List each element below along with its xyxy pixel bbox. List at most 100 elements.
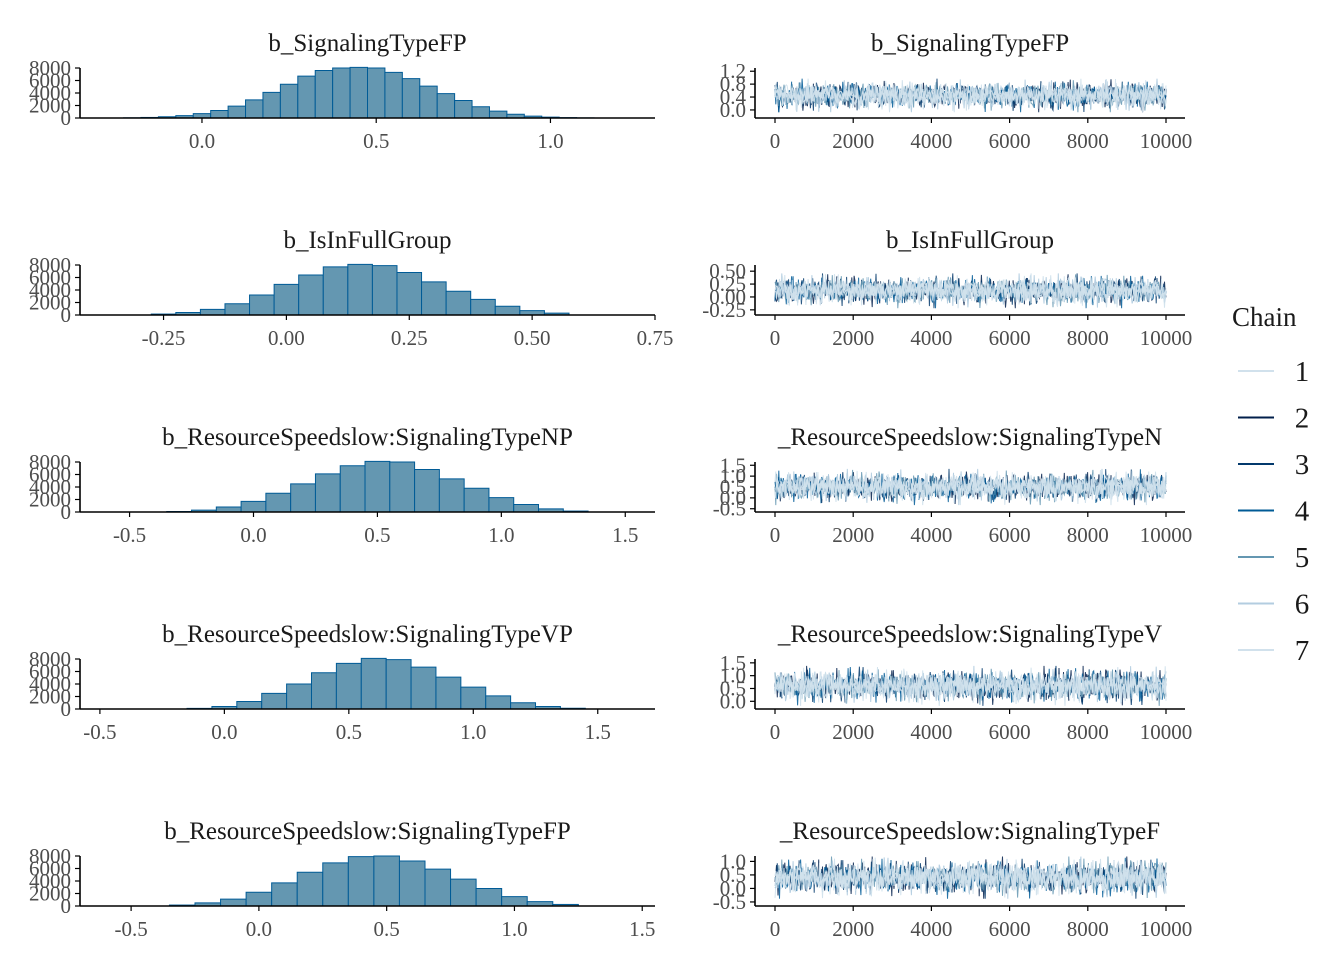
histogram-bar: [245, 891, 273, 907]
y-tick-label: 1.0: [720, 664, 746, 688]
x-tick-label: 6000: [989, 129, 1031, 153]
y-tick-label: 6000: [29, 69, 71, 93]
histogram-bar: [273, 283, 300, 316]
histogram-bar: [454, 100, 473, 119]
histogram-bar: [297, 75, 316, 119]
x-tick-label: 6000: [989, 720, 1031, 744]
y-tick-label: 1.5: [720, 453, 746, 477]
histogram-bar: [261, 692, 288, 710]
histogram-title: b_SignalingTypeFP: [268, 30, 466, 57]
histogram-bar: [396, 272, 423, 316]
y-tick-label: 4000: [29, 672, 71, 696]
trace-title: _ResourceSpeedslow:SignalingTypeF: [779, 818, 1160, 845]
x-tick-label: 8000: [1067, 917, 1109, 941]
legend-label-chain-6: 6: [1295, 589, 1310, 621]
x-tick-label: 8000: [1067, 326, 1109, 350]
histogram-bar: [298, 274, 324, 316]
x-tick-label: 0.75: [637, 326, 674, 350]
y-tick-label: 1.0: [720, 849, 746, 873]
histogram-bar: [401, 78, 421, 119]
histogram-bar: [322, 862, 349, 907]
y-tick-label: 0: [61, 303, 72, 327]
histogram-bar: [450, 878, 477, 907]
y-tick-label: 8000: [29, 56, 71, 80]
histogram-bar: [436, 93, 456, 119]
histogram-bar: [364, 460, 391, 513]
histogram-bar: [373, 855, 400, 907]
legend-items: 1 2 3 4 5 6 7: [1238, 356, 1310, 667]
histogram-bar: [227, 105, 247, 119]
y-tick-label: 2000: [29, 488, 71, 512]
histogram-title: b_ResourceSpeedslow:SignalingTypeFP: [164, 818, 571, 845]
y-tick-label: 2000: [29, 685, 71, 709]
trace-panel: _ResourceSpeedslow:SignalingTypeN -0.50.0…: [713, 424, 1193, 547]
histogram-panel: b_ResourceSpeedslow:SignalingTypeFP 02000…: [29, 818, 655, 941]
y-tick-label: 2000: [29, 882, 71, 906]
y-tick-label: 0.5: [720, 863, 746, 887]
y-tick-label: 6000: [29, 660, 71, 684]
y-tick-label: 1.5: [720, 651, 746, 675]
x-tick-label: 4000: [910, 326, 952, 350]
histogram-bar: [438, 478, 465, 513]
y-tick-label: 6000: [29, 266, 71, 290]
histogram-bar: [419, 85, 438, 119]
histogram-bar: [314, 473, 341, 513]
y-tick-label: 0.0: [720, 98, 746, 122]
x-tick-label: 1.5: [585, 720, 611, 744]
trace-title: b_IsInFullGroup: [886, 227, 1054, 254]
histogram-bar: [220, 898, 247, 907]
x-tick-label: 0.50: [514, 326, 551, 350]
x-tick-label: 10000: [1140, 720, 1193, 744]
trace-panel: b_SignalingTypeFP 0.00.40.81.2 0 2000 4000 60…: [720, 30, 1193, 153]
histogram-bar: [347, 263, 373, 316]
histogram-bar: [488, 497, 515, 513]
chain-1-trace: [774, 274, 1167, 306]
y-tick-label: 0: [61, 894, 72, 918]
y-tick-label: 0.0: [720, 689, 746, 713]
histogram-bar: [385, 659, 412, 710]
x-tick-label: 2000: [832, 129, 874, 153]
x-tick-label: 4000: [910, 720, 952, 744]
histogram-bar: [470, 298, 496, 316]
histogram-bar: [471, 106, 490, 119]
y-tick-label: -0.25: [702, 298, 746, 322]
x-tick-label: -0.25: [142, 326, 186, 350]
x-tick-label: 6000: [989, 523, 1031, 547]
histogram-bar: [249, 294, 275, 316]
trace-panel: b_IsInFullGroup -0.250.000.250.50 0 2000 400…: [702, 227, 1192, 350]
histogram-bar: [286, 683, 312, 710]
x-tick-label: 8000: [1067, 720, 1109, 744]
histogram-bar: [310, 672, 337, 710]
histogram-bar: [421, 281, 447, 316]
trace-panel: _ResourceSpeedslow:SignalingTypeV0.00.51…: [720, 621, 1193, 744]
y-tick-label: 4000: [29, 81, 71, 105]
histogram-bar: [335, 662, 362, 710]
histogram-bar: [488, 110, 508, 119]
histogram-bar: [279, 83, 299, 119]
histogram-bar: [460, 686, 487, 710]
histogram-bar: [332, 67, 351, 119]
histogram-bar: [398, 860, 426, 907]
row-4: b_ResourceSpeedslow:SignalingTypeVP02000…: [29, 621, 1192, 744]
histogram-bar: [210, 110, 229, 119]
histogram-bar: [463, 487, 490, 513]
y-tick-label: 2000: [29, 94, 71, 118]
histogram-bar: [414, 469, 440, 513]
row-3: b_ResourceSpeedslow:SignalingTypeNP02000…: [29, 424, 1192, 547]
histogram-bar: [485, 695, 512, 710]
x-tick-label: 0: [770, 129, 781, 153]
x-tick-label: 0.5: [374, 917, 400, 941]
x-tick-label: 1.5: [612, 523, 638, 547]
histogram-panel: b_ResourceSpeedslow:SignalingTypeVP 02000…: [29, 621, 655, 744]
histogram-bar: [410, 666, 437, 710]
histogram-bar: [371, 265, 398, 316]
x-tick-label: 4000: [910, 523, 952, 547]
x-tick-label: 0.00: [268, 326, 305, 350]
y-tick-label: 2000: [29, 291, 71, 315]
x-tick-label: 1.0: [488, 523, 514, 547]
y-tick-label: 0.0: [720, 486, 746, 510]
